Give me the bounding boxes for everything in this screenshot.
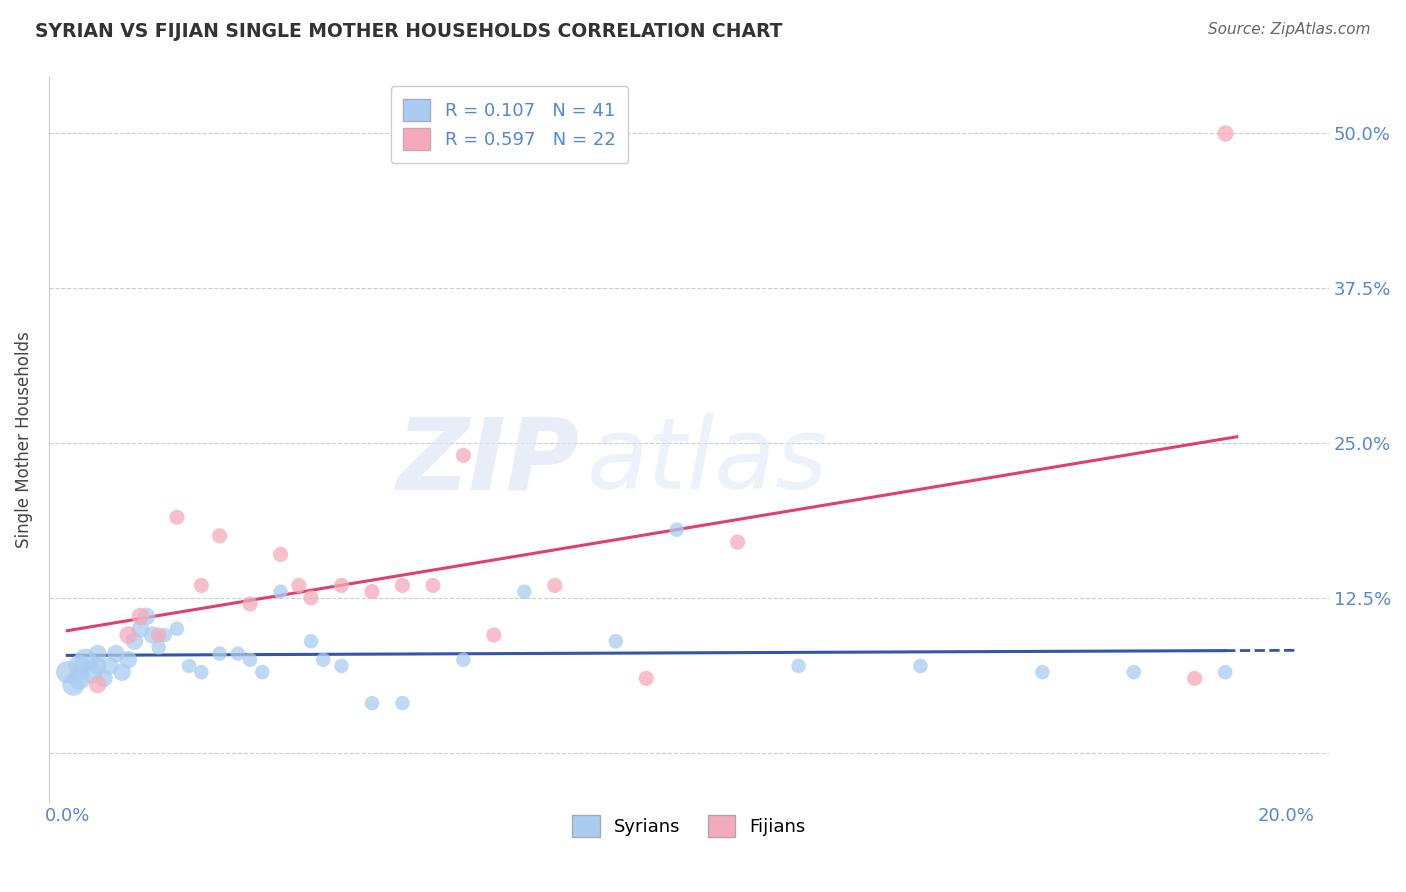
Point: [1213, 665, 1236, 680]
Point: [391, 578, 413, 592]
Point: [239, 653, 262, 667]
Point: [270, 548, 292, 562]
Point: [190, 578, 212, 592]
Text: ZIP: ZIP: [396, 413, 581, 510]
Point: [62, 677, 84, 691]
Point: [117, 628, 139, 642]
Point: [129, 609, 152, 624]
Point: [361, 584, 384, 599]
Point: [166, 510, 188, 524]
Text: Source: ZipAtlas.com: Source: ZipAtlas.com: [1208, 22, 1371, 37]
Point: [361, 696, 384, 710]
Text: atlas: atlas: [586, 413, 828, 510]
Point: [252, 665, 274, 680]
Point: [148, 628, 170, 642]
Point: [135, 609, 157, 624]
Point: [1213, 126, 1236, 140]
Point: [391, 696, 413, 710]
Point: [69, 672, 91, 686]
Point: [288, 578, 311, 592]
Point: [910, 659, 932, 673]
Point: [1122, 665, 1144, 680]
Point: [190, 665, 212, 680]
Point: [605, 634, 627, 648]
Point: [544, 578, 567, 592]
Point: [87, 677, 110, 691]
Point: [208, 529, 231, 543]
Point: [226, 647, 249, 661]
Point: [1031, 665, 1053, 680]
Point: [148, 640, 170, 655]
Point: [93, 672, 115, 686]
Point: [75, 653, 97, 667]
Y-axis label: Single Mother Households: Single Mother Households: [15, 332, 32, 549]
Point: [208, 647, 231, 661]
Point: [270, 584, 292, 599]
Point: [56, 665, 79, 680]
Point: [330, 659, 353, 673]
Point: [129, 622, 152, 636]
Point: [312, 653, 335, 667]
Point: [513, 584, 536, 599]
Point: [111, 665, 134, 680]
Point: [453, 653, 475, 667]
Point: [636, 672, 658, 686]
Point: [153, 628, 176, 642]
Point: [727, 535, 749, 549]
Point: [166, 622, 188, 636]
Point: [1184, 672, 1206, 686]
Point: [422, 578, 444, 592]
Legend: Syrians, Fijians: Syrians, Fijians: [565, 807, 813, 844]
Point: [69, 659, 91, 673]
Point: [482, 628, 505, 642]
Point: [105, 647, 128, 661]
Point: [299, 634, 322, 648]
Point: [787, 659, 810, 673]
Point: [665, 523, 688, 537]
Point: [124, 634, 146, 648]
Point: [98, 659, 121, 673]
Point: [239, 597, 262, 611]
Point: [87, 659, 110, 673]
Point: [80, 665, 103, 680]
Point: [117, 653, 139, 667]
Point: [87, 647, 110, 661]
Point: [142, 628, 165, 642]
Point: [330, 578, 353, 592]
Point: [299, 591, 322, 605]
Point: [179, 659, 201, 673]
Text: SYRIAN VS FIJIAN SINGLE MOTHER HOUSEHOLDS CORRELATION CHART: SYRIAN VS FIJIAN SINGLE MOTHER HOUSEHOLD…: [35, 22, 783, 41]
Point: [453, 448, 475, 462]
